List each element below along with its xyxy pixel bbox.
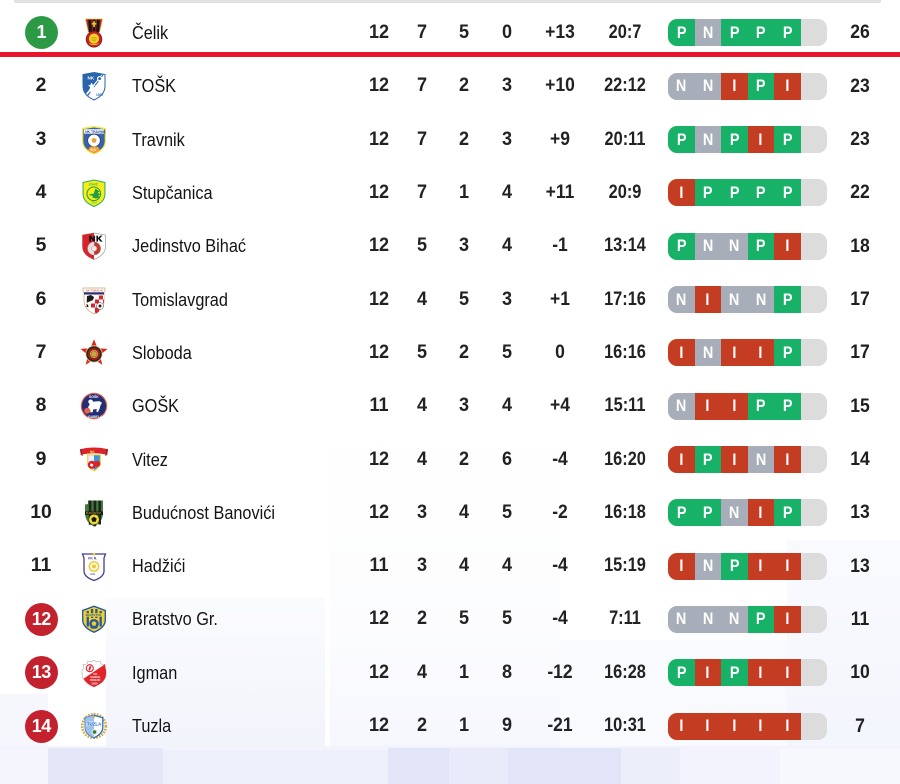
svg-text:GOŠK: GOŠK [89,394,100,399]
svg-text:TUZLA: TUZLA [87,722,102,727]
svg-text:1927: 1927 [96,93,104,97]
svg-text:IGMAN: IGMAN [91,675,100,679]
svg-text:STUPČ.: STUPČ. [89,182,99,187]
svg-text:GABELA: GABELA [88,415,103,419]
svg-text:1934: 1934 [91,202,97,205]
svg-text:FK R.: FK R. [88,557,97,561]
svg-text:NK TRAVNIK: NK TRAVNIK [85,129,106,133]
svg-text:1934: 1934 [90,572,96,576]
svg-text:0,0: 0,0 [91,148,96,152]
svg-text:NK TOMISLAV: NK TOMISLAV [86,288,103,292]
svg-text:NK: NK [88,76,95,81]
svg-text:BUDUĆNOST: BUDUĆNOST [86,512,102,515]
svg-text:BRATSTVO: BRATSTVO [86,613,102,617]
svg-text:1920: 1920 [91,681,98,685]
svg-text:KONJIC: KONJIC [90,678,101,682]
svg-text:FK: FK [94,672,98,676]
svg-text:NK: NK [90,449,95,453]
